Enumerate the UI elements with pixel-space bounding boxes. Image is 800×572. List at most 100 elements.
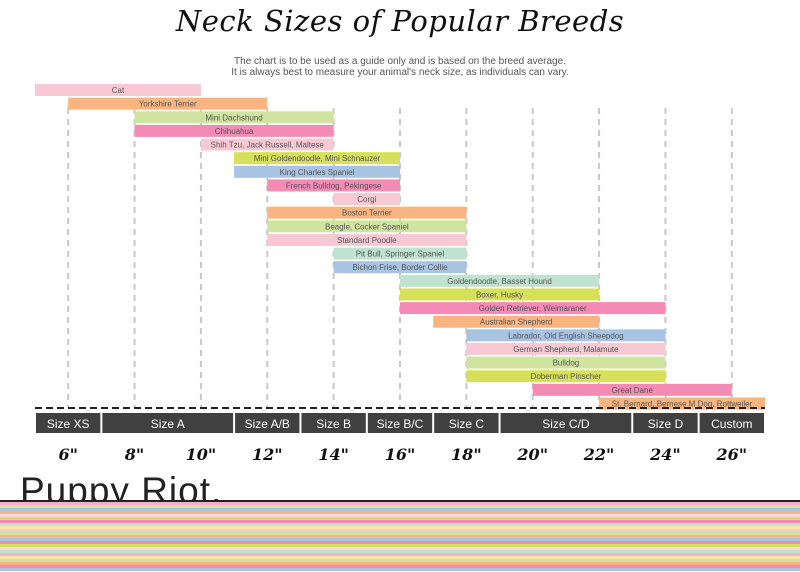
size-segment xyxy=(36,413,101,433)
chart-title: Neck Sizes of Popular Breeds xyxy=(175,4,625,38)
breed-bar xyxy=(400,302,666,315)
breed-bar xyxy=(599,397,765,410)
breed-bar xyxy=(333,247,467,260)
size-label: Size B xyxy=(316,417,351,431)
breed-label: Labrador, Old English Sheepdog xyxy=(508,331,624,340)
stripe xyxy=(0,556,800,559)
stripe xyxy=(0,553,800,556)
breed-bar xyxy=(134,124,334,137)
stripe xyxy=(0,547,800,550)
x-tick-label: 24" xyxy=(649,445,681,464)
x-tick-label: 26" xyxy=(716,445,748,464)
x-tick-label: 12" xyxy=(252,445,283,464)
breed-label: Boxer, Husky xyxy=(476,290,523,299)
breed-bar xyxy=(532,383,732,396)
breed-bar xyxy=(234,165,400,178)
breed-label: Pit Bull, Springer Spaniel xyxy=(356,250,445,259)
neck-size-chart: Cat Yorkshire Terrier Mini Dachshund Chihua… xyxy=(35,84,765,464)
stripe xyxy=(0,559,800,562)
x-tick-label: 8" xyxy=(124,445,144,464)
breed-label: Boston Terrier xyxy=(342,209,392,218)
stripe xyxy=(0,517,800,520)
x-tick-label: 18" xyxy=(451,445,482,464)
breed-label: German Shepherd, Malamute xyxy=(513,345,619,354)
x-tick-label: 20" xyxy=(516,445,548,464)
breed-bar xyxy=(267,206,467,219)
stripe xyxy=(0,535,800,538)
breed-label: Cat xyxy=(112,86,125,95)
stripe xyxy=(0,532,800,535)
breed-bar xyxy=(400,288,600,301)
breed-bar xyxy=(267,233,467,246)
breed-label: Doberman Pinscher xyxy=(531,372,602,381)
x-tick-label: 16" xyxy=(385,445,416,464)
size-segment xyxy=(500,413,632,433)
size-label: Size C xyxy=(449,417,485,431)
breed-label: Bulldog xyxy=(553,359,580,368)
size-label: Custom xyxy=(711,417,752,431)
size-segment xyxy=(235,413,300,433)
breed-bar xyxy=(200,138,334,151)
stripe xyxy=(0,541,800,544)
size-label: Size A/B xyxy=(245,417,290,431)
stripe xyxy=(0,505,800,508)
stripe xyxy=(0,529,800,532)
x-tick-label: 22" xyxy=(583,445,615,464)
breed-label: French Bulldog, Pekingese xyxy=(286,181,382,190)
size-label: Size D xyxy=(648,417,684,431)
breed-bar xyxy=(400,274,600,287)
size-segment xyxy=(434,413,499,433)
stripe xyxy=(0,502,800,505)
breed-bar xyxy=(466,329,666,342)
size-label: Size B/C xyxy=(377,417,424,431)
x-tick-label: 6" xyxy=(58,445,77,464)
breed-label: Mini Dachshund xyxy=(205,113,262,122)
size-segment xyxy=(301,413,366,433)
stripe xyxy=(0,508,800,511)
size-segment xyxy=(633,413,698,433)
stripe xyxy=(0,544,800,547)
breed-label: Golden Retriever, Weimaraner xyxy=(479,304,587,313)
stripe xyxy=(0,523,800,526)
breed-label: Mini Goldendoodle, Mini Schnauzer xyxy=(254,154,381,163)
size-label: Size XS xyxy=(47,417,90,431)
breed-label: Yorkshire Terrier xyxy=(139,100,197,109)
breed-label: King Charles Spaniel xyxy=(280,168,355,177)
breed-bar xyxy=(267,179,400,192)
breed-label: Great Dane xyxy=(612,386,654,395)
breed-bar xyxy=(333,261,467,274)
breed-label: Standard Poodle xyxy=(337,236,397,245)
size-segment xyxy=(367,413,433,433)
breed-bar xyxy=(134,111,334,124)
stripe xyxy=(0,514,800,517)
breed-label: Shih Tzu, Jack Russell, Maltese xyxy=(211,141,325,150)
breed-bar xyxy=(267,220,467,233)
stripe xyxy=(0,520,800,523)
breed-bar xyxy=(68,97,268,110)
breed-label: Goldendoodle, Basset Hound xyxy=(447,277,552,286)
subtitle-line-1: The chart is to be used as a guide only … xyxy=(234,56,566,67)
breed-label: Australian Shepherd xyxy=(480,318,553,327)
decorative-stripes xyxy=(0,500,800,572)
stripe xyxy=(0,526,800,529)
breed-label: Chihuahua xyxy=(215,127,254,136)
size-segment xyxy=(699,413,764,433)
stripe xyxy=(0,568,800,571)
breed-label: Corgi xyxy=(357,195,376,204)
breed-label: St. Bernard, Bernese M Dog, Rottweiler xyxy=(612,399,753,408)
x-tick-label: 10" xyxy=(186,445,217,464)
x-tick-label: 14" xyxy=(318,445,349,464)
breed-bar xyxy=(466,356,666,369)
breed-bar xyxy=(433,315,600,328)
stripe xyxy=(0,565,800,568)
stripe xyxy=(0,511,800,514)
stripe xyxy=(0,550,800,553)
size-label: Size A xyxy=(151,417,185,431)
size-segment xyxy=(102,413,234,433)
breed-bar xyxy=(466,342,666,355)
breed-bar xyxy=(466,370,666,383)
size-label: Size C/D xyxy=(542,417,590,431)
breed-bar xyxy=(333,193,400,206)
stripe xyxy=(0,500,800,502)
stripe xyxy=(0,538,800,541)
